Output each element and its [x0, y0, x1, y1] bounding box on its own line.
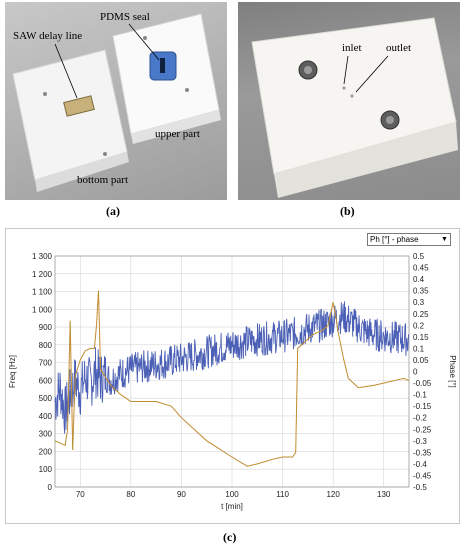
photo-panel-b: inlet outlet	[238, 2, 460, 200]
y-tick-label: 800	[39, 341, 53, 350]
y2-tick-label: 0	[413, 368, 418, 377]
plot-frame	[54, 255, 410, 488]
y2-tick-label: -0.05	[413, 379, 432, 388]
y2-tick-label: -0.3	[413, 437, 427, 446]
y-tick-label: 1 200	[32, 270, 53, 279]
y-tick-label: 400	[39, 412, 53, 421]
y-tick-label: 1 100	[32, 288, 53, 297]
x-tick-label: 110	[276, 490, 289, 499]
phase-series-overlay	[54, 290, 410, 467]
y2-tick-label: 0.25	[413, 310, 429, 319]
y-tick-label: 100	[39, 465, 53, 474]
arrow-inlet	[343, 55, 349, 85]
series-select[interactable]: Ph [°] - phase ▼	[367, 233, 451, 246]
y2-tick-label: 0.4	[413, 275, 425, 284]
x-tick-label: 90	[177, 490, 186, 499]
label-outlet: outlet	[386, 42, 412, 54]
series-select-value: Ph [°] - phase	[370, 235, 419, 244]
caption-a: (a)	[106, 204, 120, 218]
upper-part-edge	[131, 110, 221, 144]
x-tick-label: 70	[76, 490, 85, 499]
y2-tick-label: 0.5	[413, 252, 425, 261]
label-saw-delay-line: SAW delay line	[13, 30, 83, 42]
screw-hole	[43, 92, 47, 96]
screw-hole	[143, 36, 147, 40]
left-axis-ticks: 0 100 200 300 400 500 600 700 800 900 1 000 1 100 1 …	[32, 252, 53, 492]
x-axis-label: t [min]	[221, 502, 243, 511]
photo-b-illustration	[251, 17, 458, 198]
inlet-port	[342, 86, 346, 90]
y-tick-label: 600	[39, 376, 53, 385]
y-tick-label: 1 300	[32, 252, 53, 261]
screw-right-head	[386, 116, 394, 124]
y2-tick-label: -0.35	[413, 448, 432, 457]
saw-chip	[63, 95, 95, 117]
y-axis-label: Freq [Hz]	[8, 355, 17, 388]
x-tick-label: 100	[225, 490, 239, 499]
y2-tick-label: -0.1	[413, 391, 427, 400]
label-pdms-seal: PDMS seal	[100, 11, 150, 23]
x-tick-label: 130	[377, 490, 391, 499]
y2-tick-label: 0.3	[413, 298, 425, 307]
y2-tick-label: 0.05	[413, 356, 429, 365]
y-tick-label: 0	[48, 483, 53, 492]
screw-left-head	[304, 66, 312, 74]
label-inlet: inlet	[342, 42, 362, 54]
photo-panel-a: SAW delay line PDMS seal upper part bott…	[5, 2, 227, 200]
y2-tick-label: 0.35	[413, 287, 429, 296]
y2-tick-label: -0.4	[413, 460, 427, 469]
y2-axis-label: Phase [°]	[448, 355, 457, 388]
y-tick-label: 300	[39, 430, 53, 439]
caption-b: (b)	[340, 204, 355, 218]
x-tick-label: 120	[326, 490, 340, 499]
y2-tick-label: -0.45	[413, 471, 432, 480]
x-tick-label: 80	[126, 490, 135, 499]
freq-series-line	[54, 301, 410, 434]
chart-panel: Ph [°] - phase ▼ 0 100 200 300 400 500 600 700 8…	[5, 228, 460, 524]
y-tick-label: 1 000	[32, 305, 53, 314]
photo-a-illustration	[12, 13, 221, 192]
y-tick-label: 200	[39, 447, 53, 456]
y2-tick-label: -0.25	[413, 425, 432, 434]
y2-tick-label: 0.1	[413, 344, 425, 353]
arrow-saw	[54, 43, 78, 99]
x-axis-ticks: 70 80 90 100 110 120 130	[76, 490, 391, 499]
screw-hole	[185, 88, 189, 92]
y2-tick-label: 0.2	[413, 321, 425, 330]
label-bottom-part: bottom part	[77, 174, 129, 186]
chevron-down-icon[interactable]: ▼	[441, 236, 448, 243]
y-tick-label: 500	[39, 394, 53, 403]
y2-tick-label: -0.2	[413, 414, 427, 423]
y2-tick-label: 0.15	[413, 333, 429, 342]
y-tick-label: 900	[39, 323, 53, 332]
assembled-block-side	[274, 122, 458, 198]
y-tick-label: 700	[39, 359, 53, 368]
arrow-outlet	[355, 55, 389, 93]
outlet-port	[350, 94, 354, 98]
arrow-pdms	[128, 23, 160, 61]
y2-tick-label: 0.45	[413, 264, 429, 273]
y2-tick-label: -0.15	[413, 402, 432, 411]
caption-c: (c)	[223, 530, 237, 544]
right-axis-ticks: 0.5 0.45 0.4 0.35 0.3 0.25 0.2 0.15 0.1 0.05 0 -0.0…	[413, 252, 432, 492]
y2-tick-label: -0.5	[413, 483, 427, 492]
label-upper-part: upper part	[155, 128, 200, 140]
bottom-part-edge	[35, 152, 129, 192]
pdms-seal-slot	[160, 58, 165, 73]
screw-hole	[103, 152, 107, 156]
